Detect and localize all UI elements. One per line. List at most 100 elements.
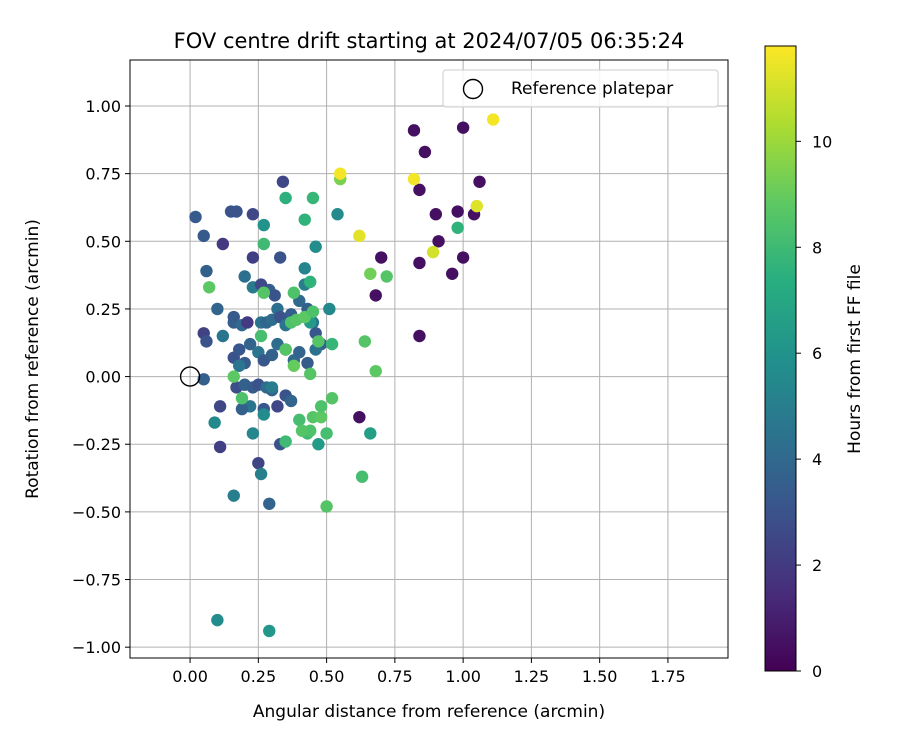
data-point: [413, 329, 426, 343]
y-tick-label: −1.00: [72, 638, 121, 657]
colorbar-tick-label: 6: [812, 344, 822, 363]
data-point: [320, 500, 333, 513]
data-point: [295, 424, 309, 437]
data-point: [486, 113, 500, 126]
x-tick-label: 1.00: [445, 667, 481, 686]
data-point: [331, 208, 344, 221]
data-point: [309, 240, 322, 253]
data-point: [200, 264, 213, 278]
data-point: [254, 329, 268, 343]
data-point: [473, 175, 486, 188]
data-point: [369, 289, 382, 302]
data-point: [235, 402, 249, 416]
data-point: [241, 316, 254, 329]
data-point: [271, 400, 284, 413]
data-point: [287, 286, 301, 299]
data-point: [216, 237, 230, 251]
x-tick-label: 1.50: [582, 667, 618, 686]
data-point: [353, 229, 366, 243]
data-point: [238, 270, 251, 283]
y-tick-label: 0.25: [85, 300, 121, 319]
data-point: [304, 275, 317, 289]
y-tick-label: 0.50: [85, 232, 121, 251]
data-point: [246, 427, 260, 440]
data-point: [257, 237, 270, 251]
data-point: [213, 440, 227, 454]
data-point: [268, 289, 281, 302]
data-point: [211, 302, 224, 316]
y-tick-label: 0.75: [85, 165, 121, 184]
x-axis-label: Angular distance from reference (arcmin): [253, 702, 605, 722]
data-point: [456, 121, 470, 134]
data-point: [418, 145, 432, 159]
data-point: [314, 400, 328, 413]
data-point: [470, 199, 483, 213]
data-point: [413, 256, 426, 270]
data-point: [257, 408, 270, 421]
data-point: [306, 305, 320, 318]
data-point: [200, 335, 213, 348]
x-axis-ticks: 0.00 0.25 0.50 0.75 1.00 1.25 1.50 1.75: [172, 658, 686, 686]
y-tick-label: −0.25: [72, 435, 121, 454]
data-point: [298, 262, 311, 275]
data-point: [320, 427, 333, 440]
data-point: [213, 400, 227, 413]
data-point: [413, 183, 426, 197]
y-tick-label: 1.00: [85, 97, 121, 116]
colorbar-tick-label: 2: [812, 556, 822, 575]
data-point: [380, 270, 393, 283]
scatter-points: [189, 113, 500, 638]
y-axis-label: Rotation from reference (arcmin): [23, 219, 43, 499]
x-tick-label: 0.75: [377, 667, 413, 686]
data-point: [369, 364, 382, 378]
y-axis-ticks: −1.00 −0.75 −0.50 −0.25 0.00 0.25 0.50 0.75 1.00: [72, 97, 130, 657]
colorbar-tick-label: 4: [812, 450, 822, 469]
x-tick-label: 0.25: [241, 667, 277, 686]
data-point: [325, 392, 339, 405]
data-point: [202, 281, 216, 294]
colorbar-tick-label: 8: [812, 238, 822, 257]
data-point: [364, 267, 377, 280]
data-point: [304, 367, 317, 381]
colorbar-label: Hours from first FF file: [845, 264, 865, 454]
data-point: [279, 191, 292, 205]
data-point: [293, 413, 306, 427]
data-point: [233, 359, 246, 372]
data-point: [432, 235, 445, 248]
data-point: [301, 356, 314, 370]
x-tick-label: 0.00: [172, 667, 208, 686]
legend-label-reference: Reference platepar: [511, 79, 673, 99]
y-tick-label: 0.00: [85, 368, 121, 387]
data-point: [246, 251, 260, 264]
data-point: [233, 343, 246, 356]
legend: Reference platepar: [442, 69, 719, 108]
data-point: [197, 229, 210, 243]
data-point: [323, 302, 336, 316]
data-point: [208, 416, 221, 429]
data-point: [279, 343, 292, 356]
data-point: [189, 210, 202, 224]
data-point: [257, 286, 270, 299]
data-point: [364, 427, 377, 440]
data-point: [306, 191, 320, 205]
data-point: [451, 205, 464, 218]
data-point: [375, 251, 388, 264]
y-tick-label: −0.75: [72, 571, 121, 590]
reference-platepar-marker: [179, 366, 201, 387]
data-point: [314, 410, 328, 424]
data-point: [407, 124, 421, 137]
colorbar-ticks: 0 2 4 6 8 10: [796, 132, 832, 681]
data-point: [235, 392, 249, 405]
data-point: [273, 251, 287, 264]
data-point: [312, 335, 325, 348]
data-point: [312, 438, 325, 451]
y-tick-label: −0.50: [72, 503, 121, 522]
data-point: [230, 205, 243, 218]
data-point: [298, 213, 311, 226]
data-point: [265, 381, 279, 394]
data-point: [287, 359, 301, 372]
chart-title: FOV centre drift starting at 2024/07/05 …: [174, 29, 685, 53]
data-point: [211, 613, 224, 627]
data-point: [227, 370, 240, 383]
